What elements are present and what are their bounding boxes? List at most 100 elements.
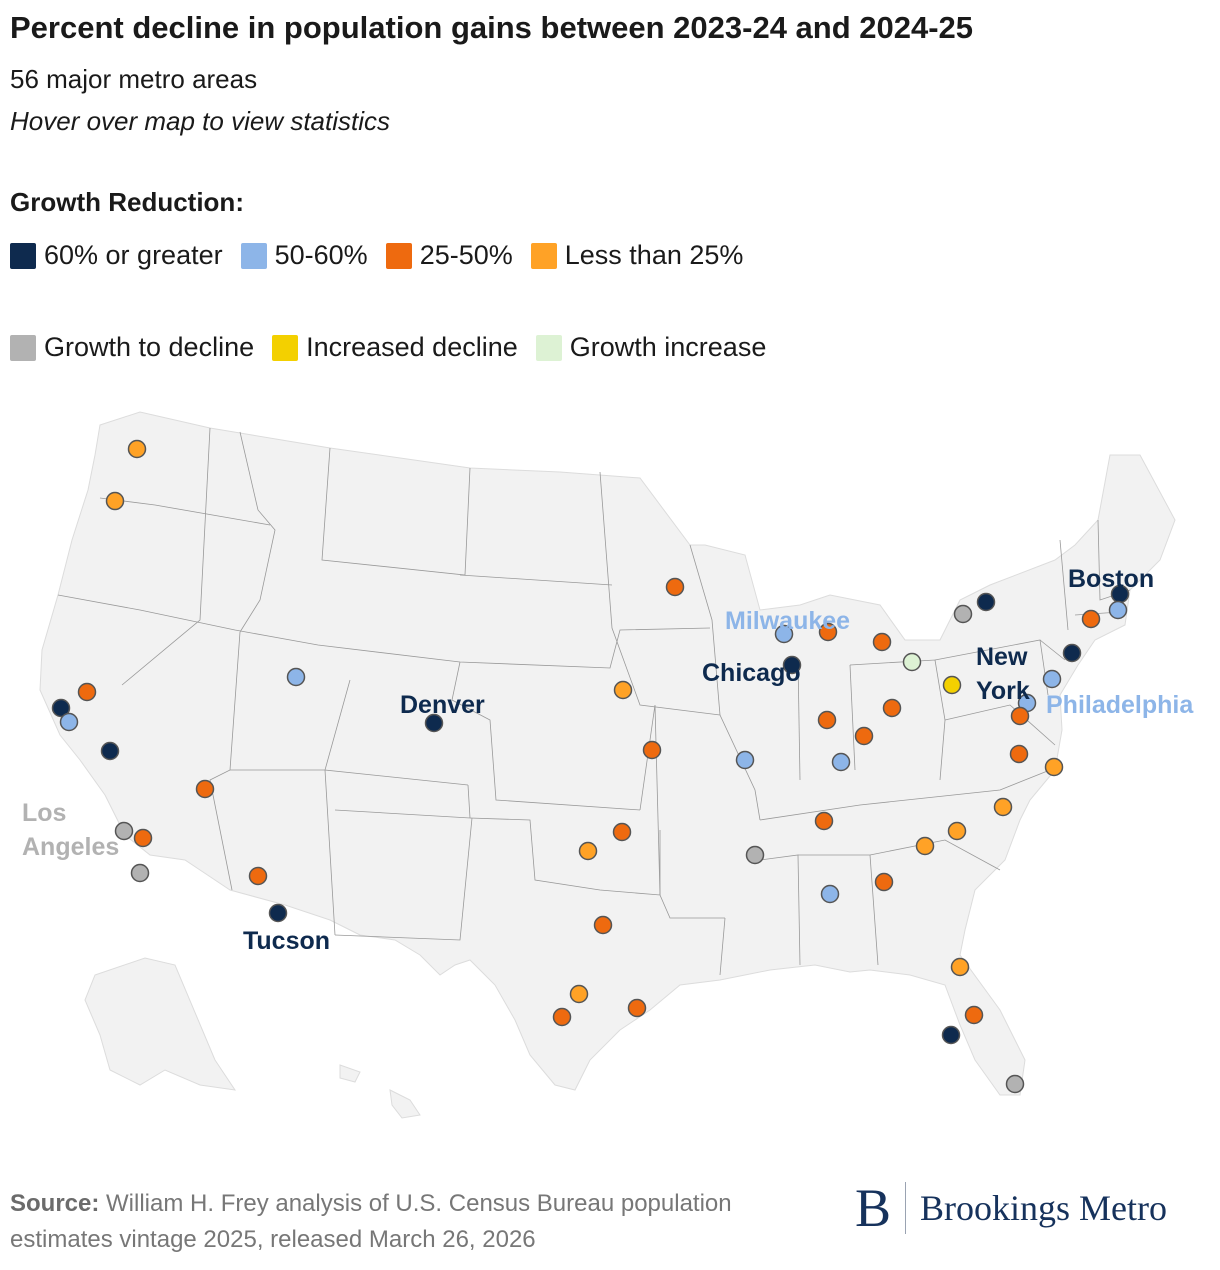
metro-dot[interactable] xyxy=(51,698,71,718)
legend-item-growth-increase[interactable]: Growth increase xyxy=(535,332,767,363)
metro-dot[interactable] xyxy=(882,698,902,718)
state-borders xyxy=(57,427,1131,976)
metro-dot[interactable] xyxy=(1010,706,1030,726)
legend-item-25-50[interactable]: 25-50% xyxy=(385,240,513,271)
legend-item-increased-decline[interactable]: Increased decline xyxy=(272,332,518,363)
legend-row-1: 60% or greater 50-60% 25-50% Less than 2… xyxy=(10,240,761,271)
metro-dot[interactable] xyxy=(77,682,97,702)
metro-dot[interactable] xyxy=(1108,600,1128,620)
metro-dot[interactable] xyxy=(947,821,967,841)
city-label-los: Los xyxy=(22,799,66,827)
metro-dot[interactable] xyxy=(854,726,874,746)
metro-dot[interactable] xyxy=(114,821,134,841)
legend-swatch xyxy=(272,334,299,361)
metro-dot[interactable] xyxy=(814,811,834,831)
metro-dot[interactable] xyxy=(100,741,120,761)
metro-dots[interactable] xyxy=(51,439,1130,1094)
metro-dot[interactable] xyxy=(942,675,962,695)
metro-dot[interactable] xyxy=(735,750,755,770)
metro-dot[interactable] xyxy=(127,439,147,459)
metro-dot[interactable] xyxy=(874,872,894,892)
metro-dot[interactable] xyxy=(953,604,973,624)
metro-dot[interactable] xyxy=(902,652,922,672)
metro-dot[interactable] xyxy=(745,845,765,865)
metro-dot[interactable] xyxy=(578,841,598,861)
source-label: Source: xyxy=(10,1190,100,1217)
metro-dot[interactable] xyxy=(105,491,125,511)
metro-dot[interactable] xyxy=(941,1025,961,1045)
us-land-shape xyxy=(39,411,1176,1096)
us-metro-map[interactable]: Boston Milwaukee Chicago New York Philad… xyxy=(0,390,1220,1130)
legend-label: Increased decline xyxy=(306,332,518,362)
legend-swatch xyxy=(240,242,267,269)
source-text: William H. Frey analysis of U.S. Census … xyxy=(10,1190,732,1253)
metro-dot[interactable] xyxy=(133,828,153,848)
metro-dot[interactable] xyxy=(1044,757,1064,777)
brand-letter: B xyxy=(855,1178,892,1238)
metro-dot[interactable] xyxy=(831,752,851,772)
hover-hint: Hover over map to view statistics xyxy=(10,106,391,136)
metro-dot[interactable] xyxy=(820,884,840,904)
city-label-new: New xyxy=(976,643,1028,671)
metro-dot[interactable] xyxy=(627,998,647,1018)
metro-dot[interactable] xyxy=(872,632,892,652)
metro-dot[interactable] xyxy=(1081,609,1101,629)
city-label-milwaukee: Milwaukee xyxy=(725,607,850,635)
city-labels: Boston Milwaukee Chicago New York Philad… xyxy=(22,565,1194,955)
hawaii-shape xyxy=(339,1064,421,1119)
metro-dot[interactable] xyxy=(818,622,838,642)
chart-subtitle: 56 major metro areas xyxy=(10,64,258,94)
legend-label: 60% or greater xyxy=(44,240,223,270)
city-label-boston: Boston xyxy=(1068,565,1154,593)
metro-dot[interactable] xyxy=(964,1005,984,1025)
metro-dot[interactable] xyxy=(1062,643,1082,663)
metro-dot[interactable] xyxy=(782,655,802,675)
metro-dot[interactable] xyxy=(130,863,150,883)
metro-dot[interactable] xyxy=(268,903,288,923)
metro-dot[interactable] xyxy=(993,797,1013,817)
legend-swatch xyxy=(10,334,36,361)
legend-swatch xyxy=(535,334,562,361)
metro-dot[interactable] xyxy=(613,680,633,700)
legend-row-2: Growth to decline Increased decline Grow… xyxy=(10,332,784,363)
legend-swatch xyxy=(10,242,36,269)
metro-dot[interactable] xyxy=(1042,669,1062,689)
legend-label: Growth to decline xyxy=(44,332,255,362)
city-label-york: York xyxy=(976,677,1030,705)
metro-dot[interactable] xyxy=(642,740,662,760)
metro-dot[interactable] xyxy=(950,957,970,977)
metro-dot[interactable] xyxy=(817,710,837,730)
city-label-angeles: Angeles xyxy=(22,833,119,861)
metro-dot[interactable] xyxy=(59,712,79,732)
legend-label: Growth increase xyxy=(569,332,767,362)
legend-label: 25-50% xyxy=(419,240,513,270)
chart-title: Percent decline in population gains betw… xyxy=(10,10,974,45)
metro-dot[interactable] xyxy=(195,779,215,799)
legend-item-60-plus[interactable]: 60% or greater xyxy=(10,240,223,271)
city-label-denver: Denver xyxy=(400,691,485,719)
metro-dot[interactable] xyxy=(1009,744,1029,764)
metro-dot[interactable] xyxy=(424,713,444,733)
legend-item-growth-to-decline[interactable]: Growth to decline xyxy=(10,332,254,363)
alaska-shape xyxy=(84,957,237,1091)
city-label-chicago: Chicago xyxy=(702,659,801,687)
metro-dot[interactable] xyxy=(665,577,685,597)
legend-swatch xyxy=(530,242,557,269)
legend-item-less-25[interactable]: Less than 25% xyxy=(530,240,744,271)
city-label-tucson: Tucson xyxy=(243,927,330,955)
metro-dot[interactable] xyxy=(915,836,935,856)
metro-dot[interactable] xyxy=(774,624,794,644)
metro-dot[interactable] xyxy=(248,866,268,886)
legend-swatch xyxy=(385,242,412,269)
metro-dot[interactable] xyxy=(1005,1074,1025,1094)
metro-dot[interactable] xyxy=(286,667,306,687)
metro-dot[interactable] xyxy=(552,1007,572,1027)
brookings-metro-logo: B Brookings Metro xyxy=(855,1178,1167,1238)
metro-dot[interactable] xyxy=(612,822,632,842)
legend-label: Less than 25% xyxy=(564,240,744,270)
legend-item-50-60[interactable]: 50-60% xyxy=(240,240,368,271)
metro-dot[interactable] xyxy=(569,984,589,1004)
source-note: Source: William H. Frey analysis of U.S.… xyxy=(10,1186,810,1258)
metro-dot[interactable] xyxy=(976,592,996,612)
metro-dot[interactable] xyxy=(593,915,613,935)
